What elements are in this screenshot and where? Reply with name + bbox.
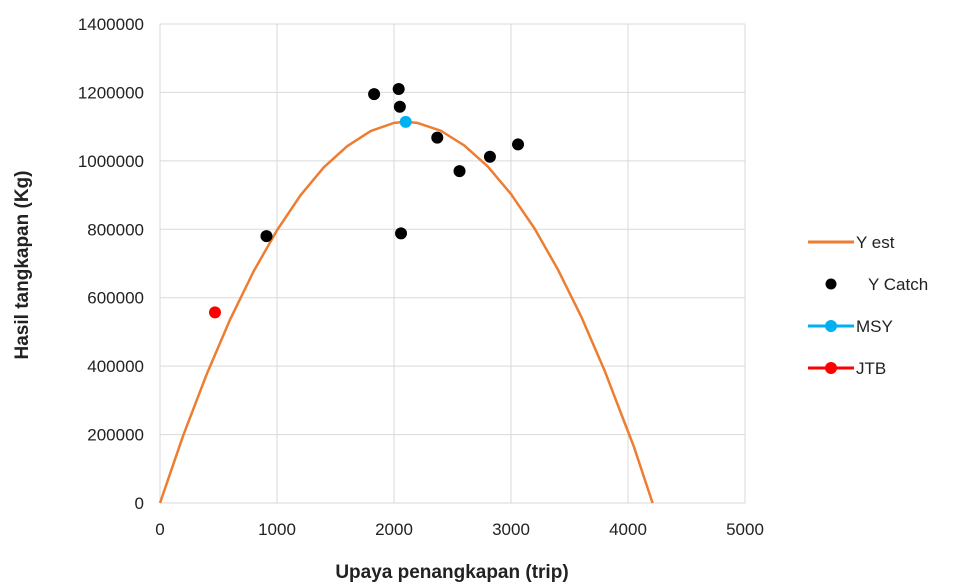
x-tick-label: 5000 xyxy=(726,520,764,539)
gridlines xyxy=(159,23,746,504)
y-axis-title: Hasil tangkapan (Kg) xyxy=(12,171,33,360)
x-tick-label: 0 xyxy=(155,520,164,539)
y-tick-label: 600000 xyxy=(87,289,144,308)
x-tick-label: 3000 xyxy=(492,520,530,539)
point-y-catch xyxy=(431,131,444,144)
y-tick-label: 0 xyxy=(135,494,144,513)
y-tick-label: 200000 xyxy=(87,426,144,445)
point-y-catch xyxy=(483,150,496,163)
point-y-catch xyxy=(393,100,406,113)
legend-swatch-msy xyxy=(825,320,837,332)
y-tick-label: 400000 xyxy=(87,357,144,376)
legend-label-jtb: JTB xyxy=(856,359,886,378)
y-tick-label: 1000000 xyxy=(78,152,144,171)
y-tick-label: 800000 xyxy=(87,220,144,239)
point-y-catch xyxy=(395,227,408,240)
legend-swatch-jtb xyxy=(825,362,837,374)
point-y-catch xyxy=(392,83,405,96)
point-y-catch xyxy=(512,138,525,151)
x-tick-label: 1000 xyxy=(258,520,296,539)
legend: Y est Y Catch MSY JTB xyxy=(808,233,928,378)
legend-label-msy: MSY xyxy=(856,317,893,336)
point-y-catch xyxy=(453,165,466,178)
y-tick-label: 1200000 xyxy=(78,83,144,102)
point-y-catch xyxy=(260,230,273,243)
x-axis-title: Upaya penangkapan (trip) xyxy=(335,562,568,583)
point-y-catch xyxy=(368,88,381,101)
y-axis-ticks: 0 200000 400000 600000 800000 1000000 1200000 1… xyxy=(78,15,144,513)
legend-label-y-est: Y est xyxy=(856,233,895,252)
x-axis-ticks: 0 1000 2000 3000 4000 5000 xyxy=(155,520,764,539)
series-line-y-est xyxy=(158,120,654,504)
x-tick-label: 2000 xyxy=(375,520,413,539)
y-tick-label: 1400000 xyxy=(78,15,144,34)
point-msy xyxy=(399,115,412,128)
x-tick-label: 4000 xyxy=(609,520,647,539)
legend-swatch-y-catch xyxy=(825,278,837,290)
point-jtb xyxy=(208,306,221,319)
legend-label-y-catch: Y Catch xyxy=(868,275,928,294)
plot-area xyxy=(158,83,654,504)
